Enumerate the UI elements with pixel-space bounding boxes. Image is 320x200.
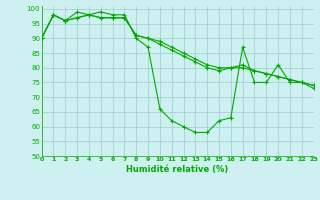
X-axis label: Humidité relative (%): Humidité relative (%) xyxy=(126,165,229,174)
